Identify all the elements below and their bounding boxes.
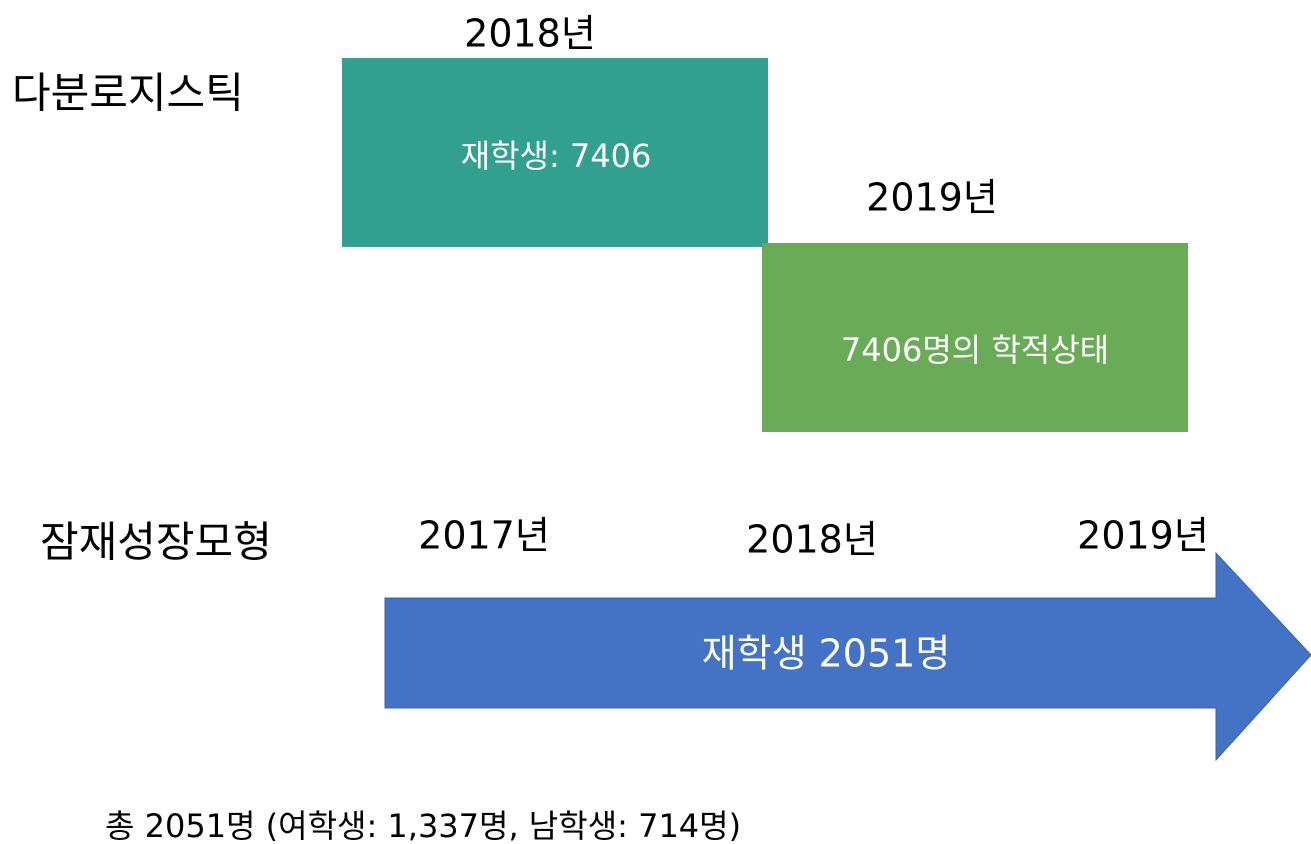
box-text: 재학생: 7406 [461,137,652,175]
year-box [342,58,768,247]
year-label: 2018년 [746,518,878,562]
footer-note: 총 2051명 (여학생: 1,337명, 남학생: 714명) [105,807,741,844]
year-label: 2019년 [1077,514,1209,558]
section-label: 다분로지스틱 [12,69,244,118]
box-text: 7406명의 학적상태 [841,331,1109,369]
year-label: 2019년 [866,176,998,220]
year-label: 2018년 [464,12,596,56]
year-box [762,243,1188,432]
timeline-arrow [384,551,1311,762]
year-label: 2017년 [418,514,550,558]
arrow-text: 재학생 2051명 [702,632,951,676]
section-label: 잠재성장모형 [40,518,272,567]
